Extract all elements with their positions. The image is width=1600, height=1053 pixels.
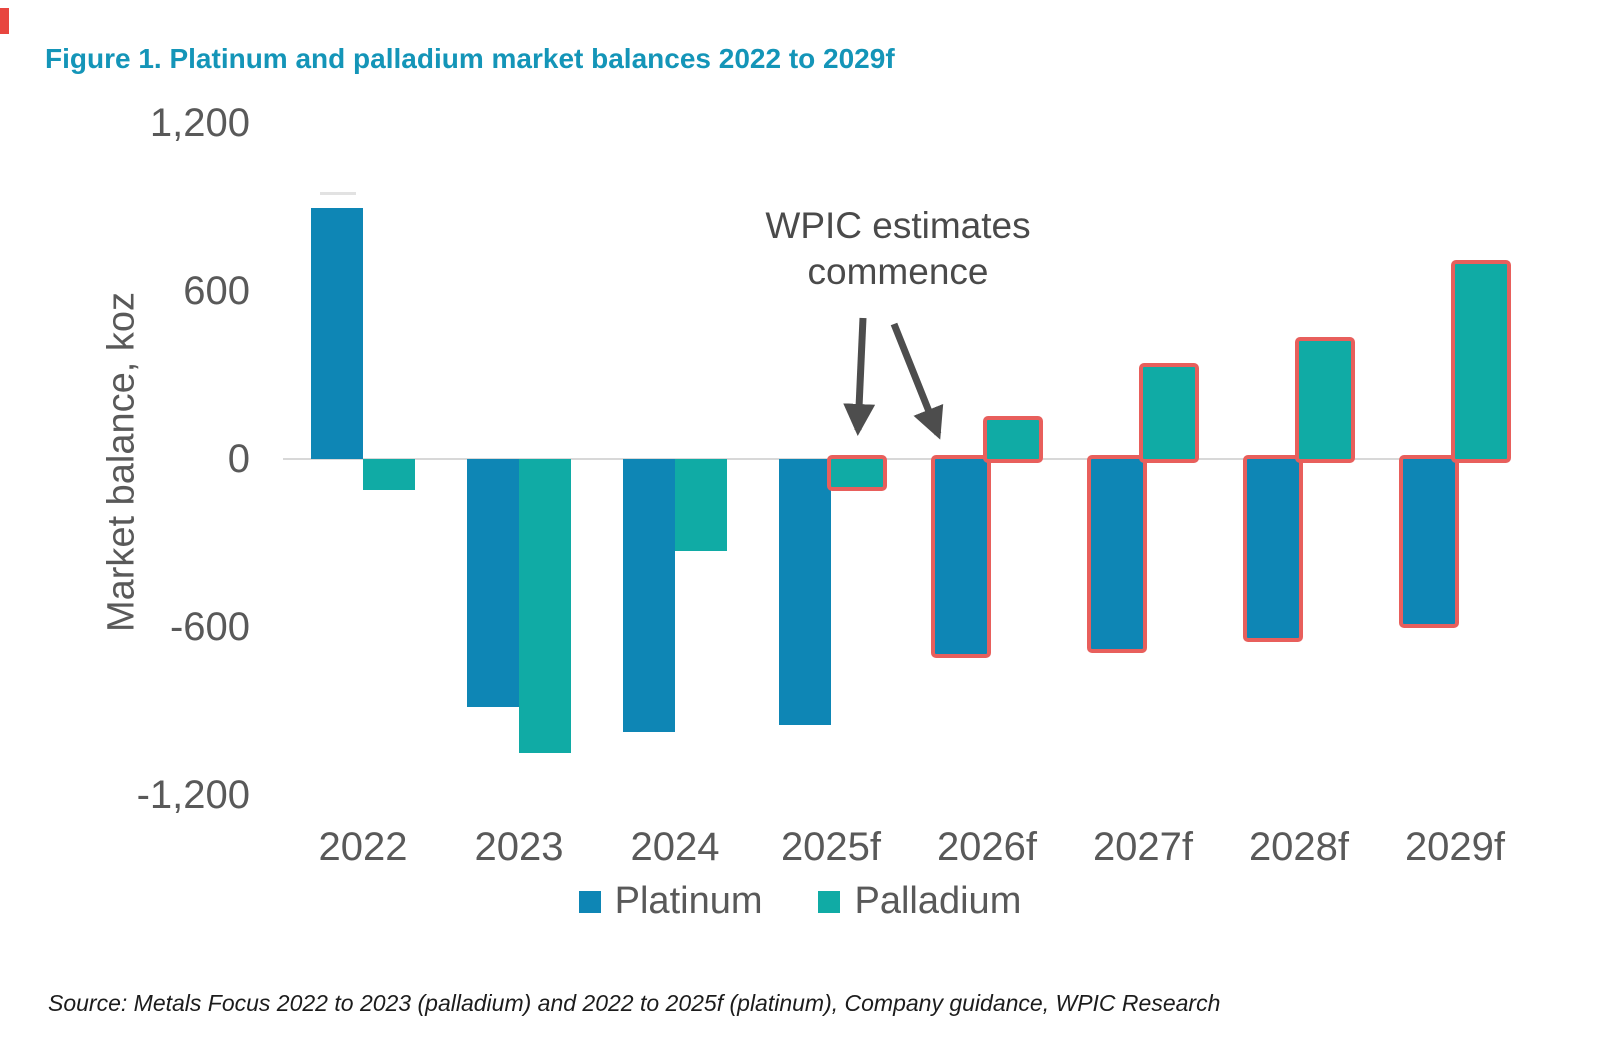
bar-platinum-2028f [1243, 455, 1303, 642]
chart-artifact-line [320, 192, 356, 195]
bar-palladium-2023 [519, 459, 571, 753]
x-label-2022: 2022 [318, 825, 408, 869]
bar-platinum-2023 [467, 459, 519, 707]
figure-title: Figure 1. Platinum and palladium market … [45, 42, 895, 74]
x-label-2029f: 2029f [1404, 825, 1506, 869]
y-tick-label--600: -600 [169, 605, 250, 649]
bar-palladium-2024 [675, 459, 727, 551]
legend-item-palladium: Palladium [818, 880, 1021, 923]
bar-platinum-2022 [311, 208, 363, 459]
legend-swatch-platinum [578, 890, 601, 913]
legend-swatch-palladium [818, 890, 841, 913]
bar-palladium-2026f [983, 416, 1043, 463]
bar-platinum-2029f [1399, 455, 1459, 628]
bar-palladium-2027f [1139, 363, 1199, 463]
bar-platinum-2025f [779, 459, 831, 725]
screenshot-edge-artifact [0, 8, 9, 34]
zero-axis-line [283, 458, 1505, 460]
x-label-2028f: 2028f [1248, 825, 1350, 869]
bar-platinum-2026f [931, 455, 991, 658]
legend-item-platinum: Platinum [578, 880, 763, 923]
bar-palladium-2028f [1295, 337, 1355, 463]
annotation-arrow-right [890, 322, 944, 440]
annotation-arrow-left [843, 317, 876, 436]
x-label-2023: 2023 [474, 825, 564, 869]
x-label-2024: 2024 [630, 825, 720, 869]
wpic-annotation: WPIC estimates commence [698, 203, 1098, 295]
wpic-annotation-line1: WPIC estimates [765, 205, 1031, 246]
x-label-2025f: 2025f [780, 825, 882, 869]
wpic-annotation-line2: commence [807, 251, 989, 292]
legend-label-palladium: Palladium [854, 880, 1022, 922]
bar-platinum-2024 [623, 459, 675, 732]
y-tick-label-0: 0 [227, 437, 250, 481]
chart-legend: Platinum Palladium [0, 880, 1600, 923]
bar-palladium-2029f [1451, 260, 1511, 463]
x-label-2026f: 2026f [936, 825, 1038, 869]
legend-label-platinum: Platinum [614, 880, 763, 922]
bar-platinum-2027f [1087, 455, 1147, 653]
source-note: Source: Metals Focus 2022 to 2023 (palla… [48, 990, 1221, 1016]
bar-palladium-2022 [363, 459, 415, 490]
y-tick-label-600: 600 [183, 269, 250, 313]
x-label-2027f: 2027f [1092, 825, 1194, 869]
y-tick-label-1200: 1,200 [149, 101, 250, 145]
bar-palladium-2025f [827, 455, 887, 491]
y-tick-label--1200: -1,200 [136, 773, 250, 817]
